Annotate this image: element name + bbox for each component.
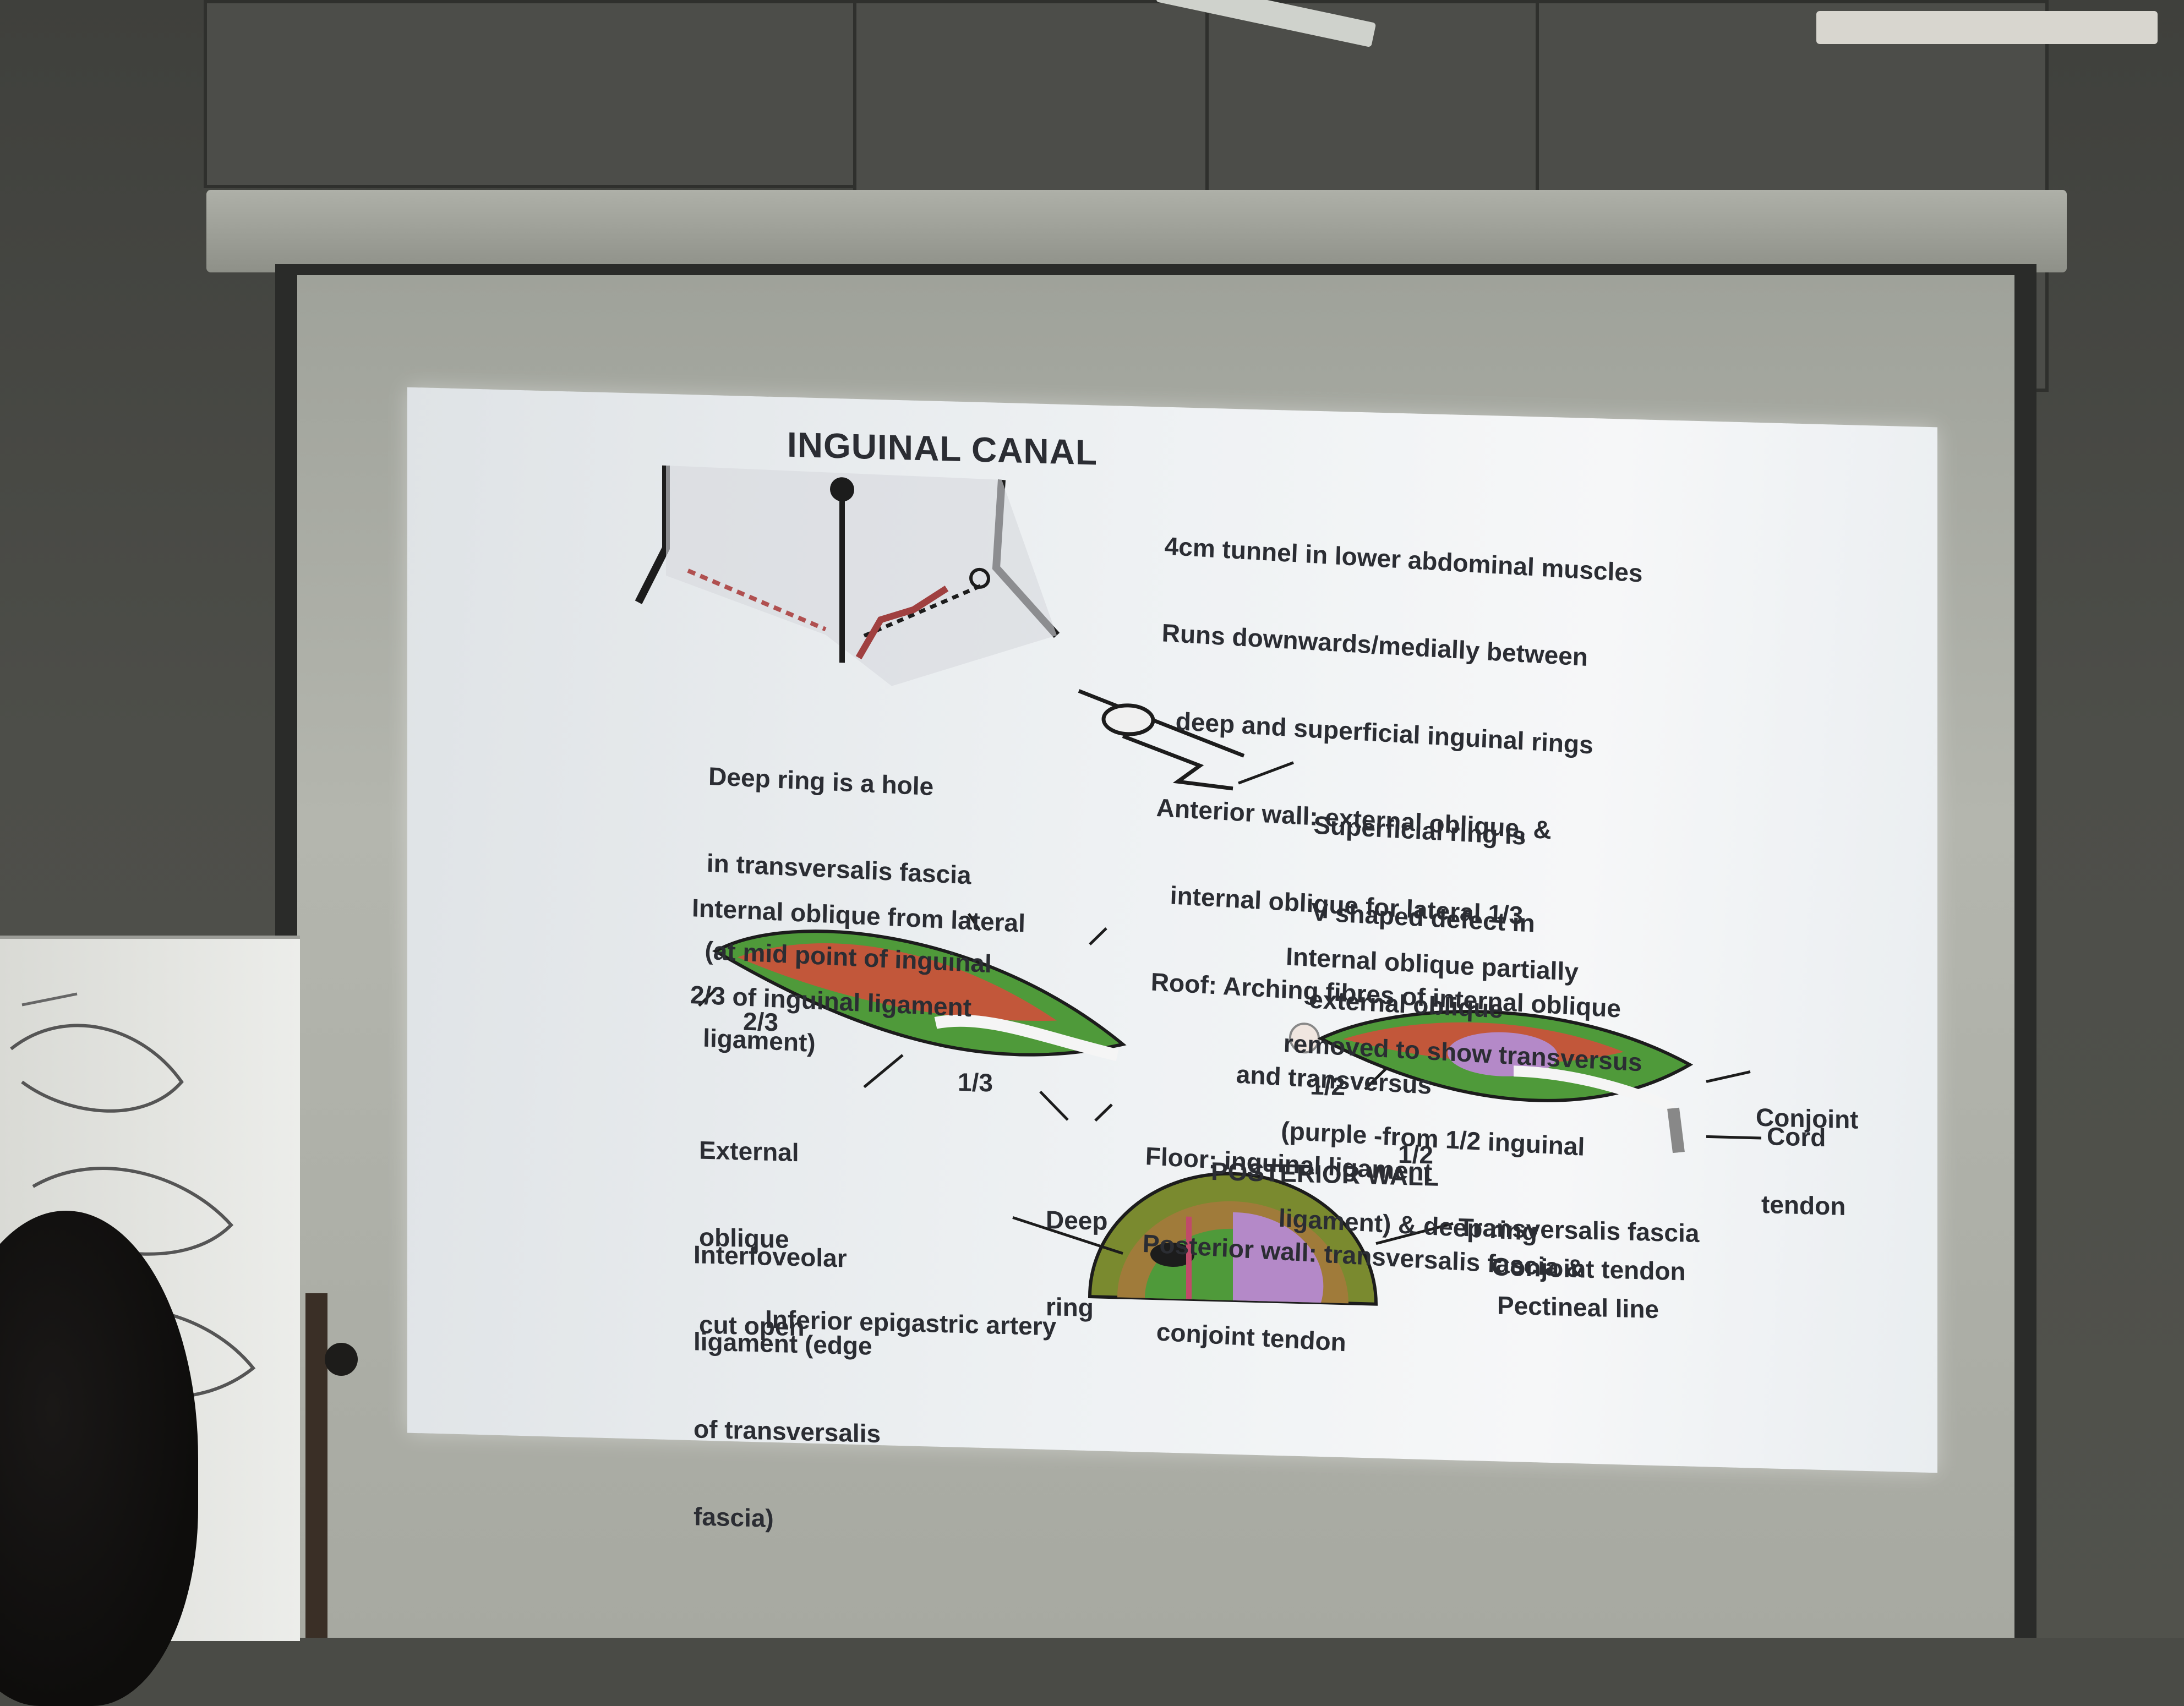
label-one-third: 1/3 xyxy=(958,1067,993,1097)
superficial-ring-diagram xyxy=(1078,689,1294,791)
transversus-diagram xyxy=(1289,1010,1761,1153)
label-half-left: 1/2 xyxy=(1310,1071,1345,1101)
label-interfoveolar: Interfoveolar ligament (edge of transver… xyxy=(694,1182,881,1594)
description-line: deep and superficial inguinal rings xyxy=(1175,707,1594,759)
note-line: 2/3 of inguinal ligament xyxy=(690,980,972,1022)
label-line: External xyxy=(699,1135,799,1167)
abdomen-diagram xyxy=(635,465,1060,686)
whiteboard-stand xyxy=(305,1293,327,1638)
note-line: Deep ring is a hole xyxy=(708,761,934,801)
ceiling-light xyxy=(1816,11,2158,44)
slide-title: INGUINAL CANAL xyxy=(787,424,1098,473)
label-line: fascia) xyxy=(694,1502,774,1533)
description-line: 4cm tunnel in lower abdominal muscles xyxy=(1164,531,1644,588)
slide: INGUINAL CANAL 4cm tunnel in lower abdom… xyxy=(407,387,1937,1533)
screen-housing xyxy=(206,190,2067,272)
note-line: Superficial ring is xyxy=(1313,810,1527,850)
posterior-wall-diagram xyxy=(1012,1172,1454,1306)
description-line: Runs downwards/medially between xyxy=(1161,618,1588,672)
external-oblique-diagram xyxy=(698,912,1127,1122)
note-line: Internal oblique partially xyxy=(1285,942,1579,986)
label-conjoint-tendon: Conjoint tendon xyxy=(1756,1045,1859,1280)
label-line: of transversalis xyxy=(694,1414,881,1448)
label-posterior-wall: POSTERIOR WALL xyxy=(1211,1156,1439,1191)
label-pectineal-line: Pectineal line xyxy=(1497,1291,1659,1324)
internal-oblique-note: Internal oblique from lateral 2/3 of ing… xyxy=(689,835,1027,1083)
note-line: Internal oblique from lateral xyxy=(691,893,1026,938)
note-line: removed to show transversus xyxy=(1283,1029,1643,1077)
whiteboard-knob xyxy=(325,1343,358,1376)
label-line: Interfoveolar xyxy=(694,1239,847,1273)
label-cord: Cord xyxy=(1767,1122,1826,1152)
ceiling-panel xyxy=(204,0,860,188)
description-line: conjoint tendon xyxy=(1156,1317,1347,1357)
label-deep-ring: Deep ring xyxy=(1046,1147,1107,1381)
label-two-thirds: 2/3 xyxy=(743,1007,778,1037)
slide-illustrations xyxy=(635,465,1761,1306)
note-line: (purple -from 1/2 inguinal xyxy=(1280,1116,1586,1161)
label-line: Deep xyxy=(1046,1205,1108,1235)
label-line: tendon xyxy=(1761,1190,1846,1221)
label-conjoint-tendon-2: Conjoint tendon xyxy=(1492,1252,1686,1286)
